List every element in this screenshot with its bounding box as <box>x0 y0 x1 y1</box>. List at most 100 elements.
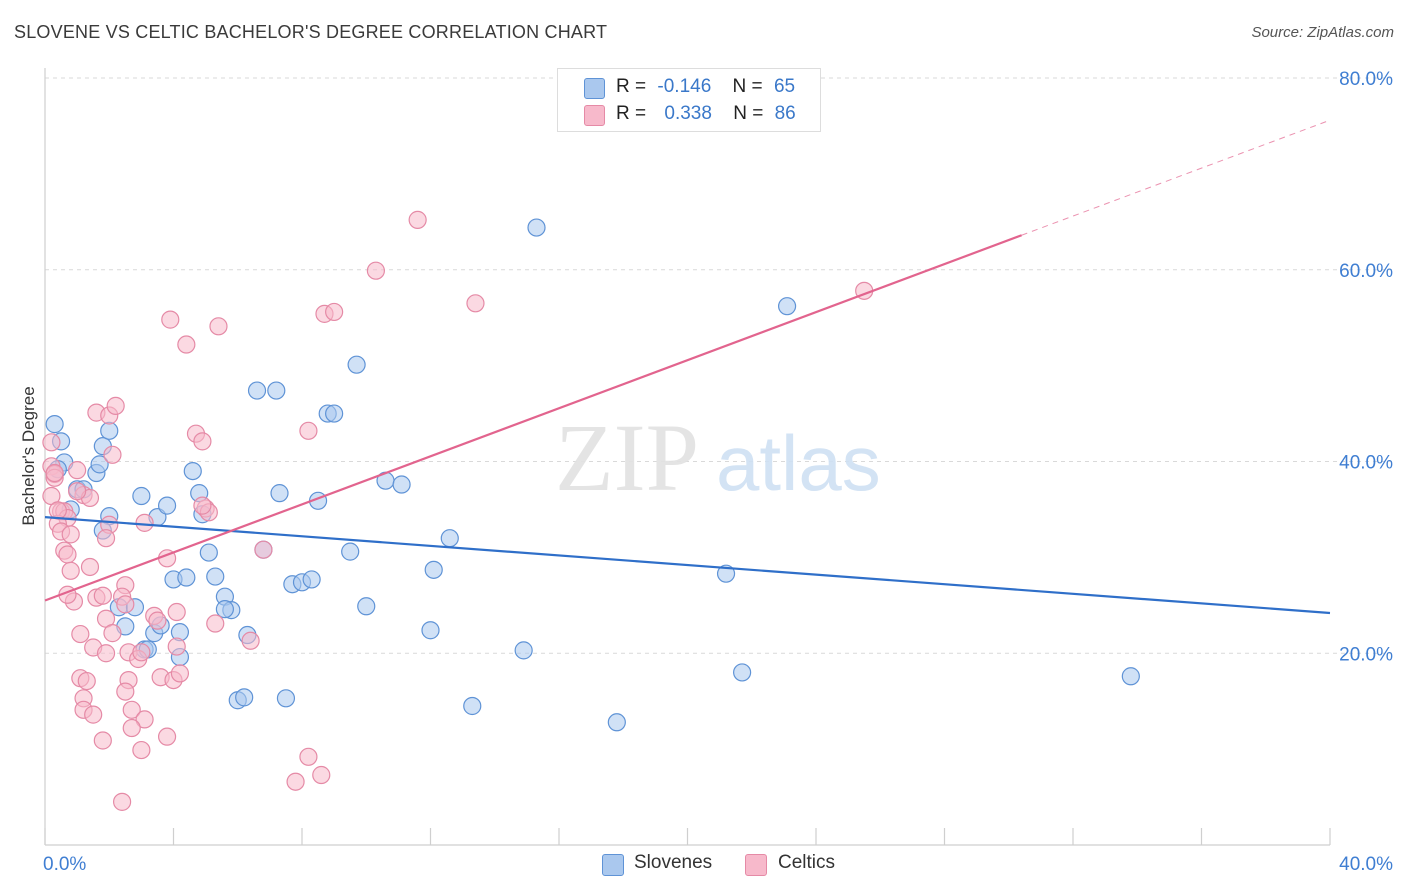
slovenes-trend-line <box>44 516 1331 615</box>
watermark-zip: ZIP <box>555 404 699 511</box>
celtic-point <box>161 310 180 329</box>
slovene-point <box>206 567 225 586</box>
slovene-point <box>157 496 177 515</box>
legend-swatch-slovenes <box>602 854 624 876</box>
celtic-point <box>122 718 141 738</box>
celtic-point <box>157 727 177 746</box>
celtic-point <box>325 302 344 322</box>
celtic-point <box>206 614 225 633</box>
celtic-point <box>80 557 100 577</box>
r-value-slovenes: -0.146 <box>657 76 712 97</box>
celtic-point <box>112 792 132 811</box>
slovene-point <box>267 381 286 400</box>
celtic-point <box>42 433 61 452</box>
celtics-trend-line <box>44 234 1022 602</box>
slovene-point <box>421 621 440 640</box>
celtic-point <box>61 561 80 580</box>
chart-title: SLOVENE VS CELTIC BACHELOR'S DEGREE CORR… <box>14 22 608 42</box>
slovene-point <box>132 486 151 506</box>
celtic-point <box>135 513 154 532</box>
celtic-point <box>193 432 212 451</box>
celtic-point <box>48 501 67 520</box>
n-label: N = <box>732 76 763 97</box>
slovene-point <box>276 689 296 708</box>
y-tick-label: 60.0% <box>1339 261 1393 282</box>
celtic-point <box>408 210 427 229</box>
data-points <box>42 210 1140 811</box>
r-label: R = <box>616 76 647 97</box>
slovene-point <box>177 568 196 587</box>
celtic-point <box>116 682 135 701</box>
slovene-point <box>215 600 234 619</box>
slovene-point <box>463 696 482 716</box>
celtic-point <box>77 671 96 691</box>
slovene-point <box>90 455 109 474</box>
celtic-point <box>299 747 318 766</box>
legend-label-celtics: Celtics <box>778 852 836 873</box>
legend-swatch-celtics <box>745 854 767 876</box>
celtic-point <box>167 602 186 622</box>
slovene-point <box>341 542 360 561</box>
celtic-point <box>193 496 212 515</box>
series-legend: Slovenes Celtics <box>0 852 1406 882</box>
slovene-point <box>607 713 626 732</box>
slovene-point <box>733 663 752 682</box>
slovene-point <box>100 421 119 440</box>
slovene-point <box>270 484 289 503</box>
watermark: ZIP atlas <box>555 404 881 511</box>
celtic-point <box>132 643 151 662</box>
celtics-swatch <box>584 105 605 126</box>
celtic-point <box>177 335 196 354</box>
celtic-point <box>366 261 385 280</box>
celtic-point <box>84 705 103 724</box>
celtic-point <box>286 772 305 791</box>
celtic-point <box>132 740 151 760</box>
celtic-point <box>466 294 485 313</box>
celtic-point <box>122 700 141 719</box>
celtic-point <box>148 611 167 630</box>
slovene-point <box>45 415 64 434</box>
x-tick-label: 40.0% <box>1339 854 1393 875</box>
y-axis-label: Bachelor's Degree <box>19 386 38 525</box>
slovene-point <box>302 570 321 589</box>
source-credit: Source: ZipAtlas.com <box>1251 24 1394 41</box>
celtic-point <box>299 421 318 440</box>
stats-legend: R = -0.146 N = 65 R = 0.338 N = 86 <box>557 68 821 132</box>
celtic-point <box>96 529 116 548</box>
celtic-point <box>93 731 112 750</box>
axis-labels: 20.0% 40.0% 60.0% 80.0% 0.0% 40.0% <box>43 69 1393 875</box>
celtic-point <box>93 586 112 605</box>
slovene-point <box>514 641 533 660</box>
slovene-point <box>347 355 366 374</box>
celtic-point <box>71 624 90 644</box>
slovene-point <box>1121 667 1140 686</box>
slovenes-swatch <box>584 78 605 99</box>
y-tick-label: 80.0% <box>1339 69 1393 90</box>
legend-label-slovenes: Slovenes <box>634 852 713 873</box>
slovene-point <box>199 543 218 562</box>
watermark-atlas: atlas <box>716 419 881 507</box>
r-label: R = <box>616 103 647 124</box>
celtic-point <box>103 624 122 643</box>
celtic-point <box>45 463 64 483</box>
celtic-point <box>96 644 116 663</box>
celtic-point <box>106 396 125 415</box>
celtic-point <box>68 482 87 501</box>
y-tick-label: 20.0% <box>1339 644 1393 665</box>
trend-lines <box>44 119 1331 615</box>
slovene-point <box>392 475 411 494</box>
celtic-point <box>58 545 77 564</box>
celtic-point <box>61 525 80 544</box>
slovene-point <box>357 597 376 616</box>
n-label: N = <box>733 103 764 124</box>
slovene-point <box>424 560 443 579</box>
slovene-point <box>235 688 254 707</box>
slovene-point <box>716 564 736 583</box>
celtic-point <box>167 637 186 656</box>
r-value-celtics: 0.338 <box>664 103 712 124</box>
slovene-point <box>440 529 459 548</box>
slovene-point <box>777 297 797 316</box>
celtic-point <box>241 631 260 650</box>
celtic-point <box>135 710 154 729</box>
y-tick-label: 40.0% <box>1339 453 1393 474</box>
